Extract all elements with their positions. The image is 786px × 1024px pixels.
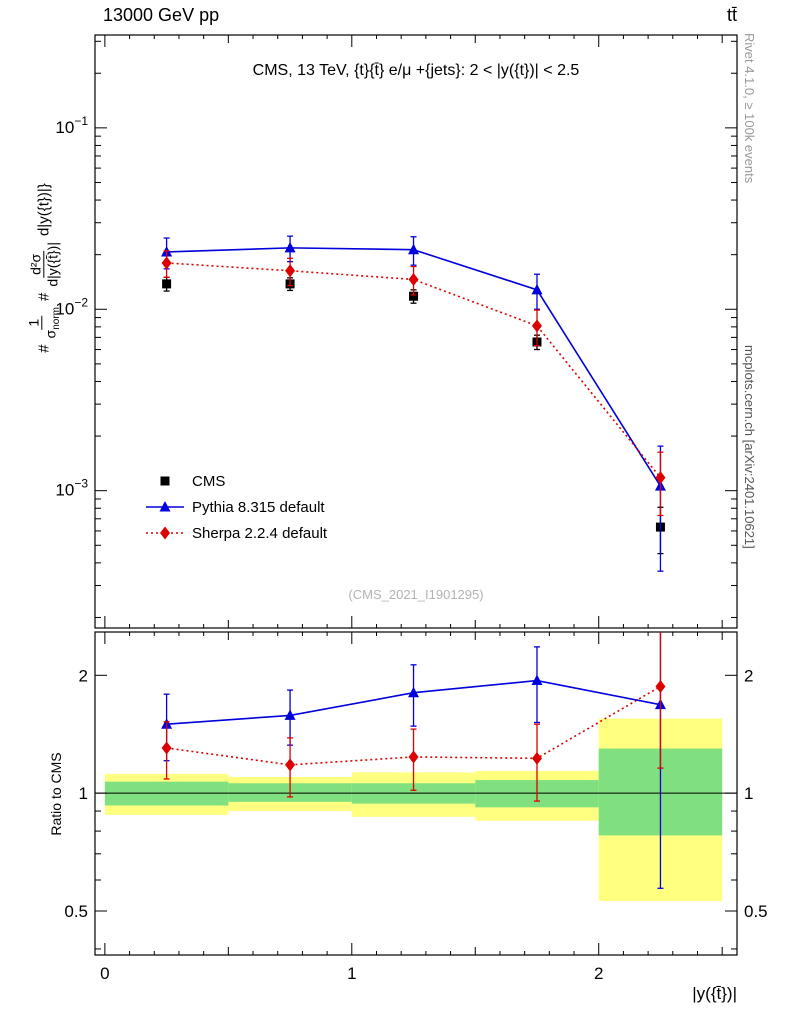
main-panel-series: [161, 235, 666, 572]
axis-tick-labels: 10−1 10−2 10−3 0.5 0.5 1 1 2 2 0 1 2: [55, 114, 767, 983]
ylabel-hash-2: #: [35, 292, 53, 302]
ylabel-fraction-xsec: d²σ d|y({t̄})|: [27, 242, 60, 287]
ratio-y-axis-label: Ratio to CMS: [48, 752, 64, 836]
analysis-id-watermark: (CMS_2021_I1901295): [348, 587, 484, 602]
cms-marker: [162, 279, 172, 289]
mcplots-arxiv-note: mcplots.cern.ch [arXiv:2401.10621]: [742, 345, 757, 549]
main-y-tick-label: 10−1: [55, 114, 88, 137]
ylabel-sigma: σ: [42, 329, 59, 339]
ratio-y-tick-label: 1: [744, 784, 753, 803]
ylabel-suffix: d|y({t})|}: [35, 183, 53, 237]
axis-ticks: [95, 35, 737, 955]
main-y-tick-label: 10−2: [55, 295, 88, 318]
sherpa-2-2-4-default-ratio-marker: [531, 751, 542, 765]
sherpa-2-2-4-default-marker: [161, 256, 172, 270]
ylabel-fraction-norm: 1 σnorm: [25, 307, 62, 338]
main-y-tick-label: 10−3: [55, 477, 88, 500]
sherpa-2-2-4-default-ratio-marker: [655, 679, 666, 693]
pythia-8-315-default-marker: [531, 283, 543, 295]
sherpa-2-2-4-default-ratio-marker: [285, 758, 296, 772]
x-tick-label: 0: [100, 964, 109, 983]
sherpa-2-2-4-default-marker: [285, 264, 296, 278]
rivet-version-note: Rivet 4.1.0, ≥ 100k events: [742, 33, 757, 184]
plot-title: CMS, 13 TeV, {t}{t̄} e/μ +{jets}: 2 < |y…: [252, 62, 580, 79]
ratio-y-tick-label: 2: [79, 666, 88, 685]
ylabel-frac2-denominator: d|y({t̄})|: [44, 242, 61, 287]
legend: CMS Pythia 8.315 default Sherpa 2.2.4 defa…: [146, 473, 328, 542]
legend-marker-triangle: [159, 501, 171, 512]
main-y-axis-label: # 1 σnorm # d²σ d|y({t̄})| d|y({t})|}: [25, 183, 62, 353]
ratio-y-tick-label: 2: [744, 666, 753, 685]
pythia-8-315-default-ratio-marker: [408, 686, 420, 698]
main-panel-frame: [94, 34, 738, 629]
header-process: tt̄: [726, 5, 737, 25]
sherpa-2-2-4-default-marker: [655, 471, 666, 485]
ratio-y-tick-label: 0.5: [64, 902, 88, 921]
x-tick-label: 2: [594, 964, 603, 983]
legend-label: Pythia 8.315 default: [192, 499, 325, 516]
ratio-panel-frame: [94, 631, 738, 956]
ratio-y-tick-label: 1: [79, 784, 88, 803]
legend-item-cms: CMS: [160, 473, 225, 490]
legend-item-pythia-8-315-default: Pythia 8.315 default: [146, 499, 325, 516]
ylabel-frac1-denominator: σnorm: [42, 307, 62, 338]
x-tick-label: 1: [347, 964, 356, 983]
legend-marker-diamond: [160, 526, 170, 540]
ylabel-frac1-numerator: 1: [25, 315, 43, 330]
pythia-8-315-default-marker: [408, 243, 420, 255]
legend-marker-square: [160, 476, 170, 486]
sherpa-2-2-4-default-ratio-marker: [408, 750, 419, 764]
pythia-8-315-default-ratio-marker: [531, 674, 543, 686]
ratio-panel-series: [161, 632, 666, 889]
sherpa-2-2-4-default-marker: [408, 272, 419, 286]
ylabel-sigma-subscript: norm: [51, 307, 63, 330]
header-beam-energy: 13000 GeV pp: [103, 5, 220, 25]
sherpa-2-2-4-default-marker: [531, 319, 542, 333]
ylabel-hash-1: #: [35, 344, 53, 353]
ratio-y-tick-label: 0.5: [744, 902, 768, 921]
legend-label: Sherpa 2.2.4 default: [192, 525, 328, 542]
legend-label: CMS: [192, 473, 225, 490]
ylabel-frac2-numerator: d²σ: [27, 250, 45, 278]
pythia-8-315-default-marker: [284, 241, 296, 253]
x-axis-label: |y({t̄})|: [692, 984, 737, 1003]
legend-item-sherpa-2-2-4-default: Sherpa 2.2.4 default: [146, 525, 328, 542]
cms-marker: [409, 291, 419, 301]
pythia-8-315-default-ratio-marker: [284, 709, 296, 720]
sherpa-2-2-4-default-ratio-marker: [161, 741, 172, 755]
